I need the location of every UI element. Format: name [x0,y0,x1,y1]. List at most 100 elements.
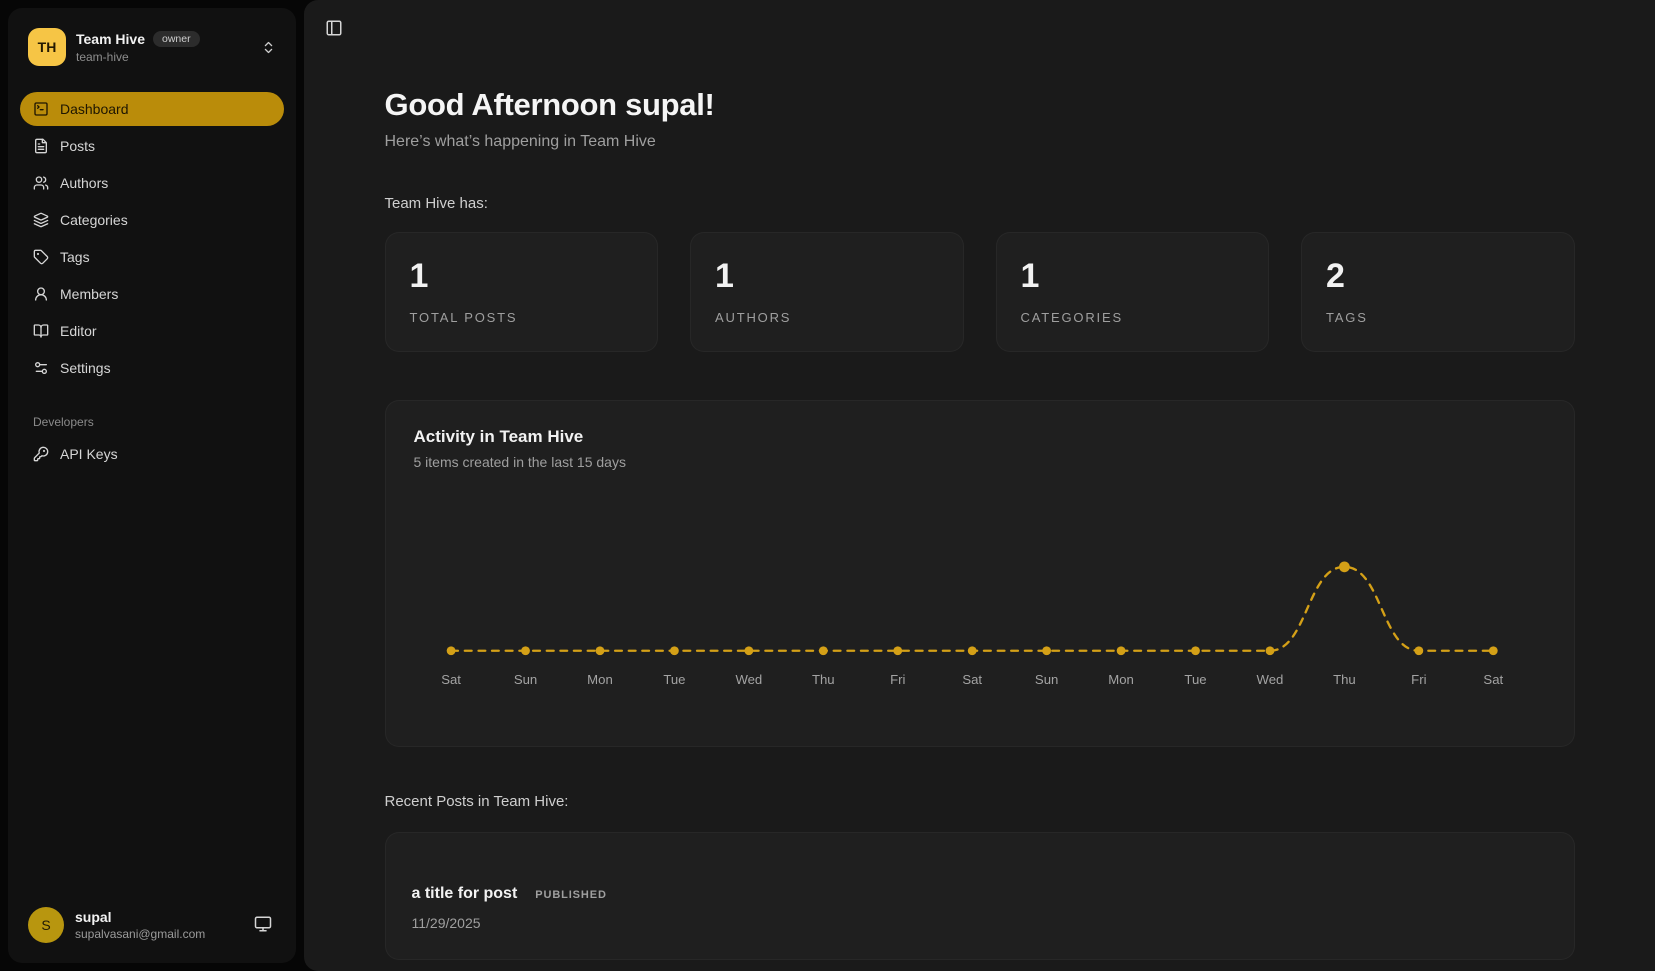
sidebar-item-label: API Keys [60,446,118,462]
chart-point [892,646,902,656]
user-avatar: S [28,907,64,943]
x-axis-label: Fri [1411,672,1426,687]
book-open-icon [33,323,49,339]
chart-point [1413,646,1423,656]
x-axis-label: Sat [441,672,461,687]
owner-badge: owner [153,30,200,47]
activity-card: Activity in Team Hive 5 items created in… [384,400,1575,747]
team-name: Team Hive [76,30,145,47]
tag-icon [33,249,49,265]
post-card[interactable]: a title for post PUBLISHED 11/29/2025 [384,832,1575,960]
team-switcher[interactable]: TH Team Hive owner team-hive [20,20,284,74]
topbar [304,0,1655,45]
page-title: Good Afternoon supal! [384,87,715,122]
file-text-icon [33,138,49,154]
team-avatar: TH [28,28,66,66]
chart-point [1041,646,1051,656]
user-email: supalvasani@gmail.com [75,927,206,941]
chart-point [743,646,753,656]
square-terminal-icon [33,101,49,117]
chart-point [446,646,455,656]
sidebar-item-label: Settings [60,360,111,376]
sidebar-item-editor[interactable]: Editor [20,314,284,348]
sliders-icon [33,360,49,376]
stat-card: 1 AUTHORS [690,232,964,352]
sidebar-item-label: Dashboard [60,101,129,117]
x-axis-label: Mon [587,672,613,687]
stat-value: 1 [715,257,734,295]
x-axis-label: Mon [1108,672,1134,687]
sidebar-item-label: Editor [60,323,97,339]
sidebar-toggle-button[interactable] [320,14,348,45]
stats-intro: Team Hive has: [384,195,488,212]
stat-label: TOTAL POSTS [409,310,518,325]
stat-value: 1 [1020,257,1040,295]
post-status-badge: PUBLISHED [535,889,607,901]
chart-point [669,646,679,656]
sidebar-item-label: Posts [60,138,96,154]
recent-posts-list: a title for post PUBLISHED 11/29/2025 [384,832,1575,960]
sidebar-item-api-keys[interactable]: API Keys [20,437,284,471]
sidebar-item-authors[interactable]: Authors [20,166,284,200]
users-icon [33,175,49,191]
user-round-icon [33,286,49,302]
post-title: a title for post [411,885,518,902]
stat-label: AUTHORS [715,310,792,325]
sidebar-item-label: Members [60,286,119,302]
page-subtitle: Here’s what’s happening in Team Hive [384,133,656,150]
stat-value: 1 [409,257,429,295]
post-date: 11/29/2025 [411,915,481,931]
sidebar-item-settings[interactable]: Settings [20,351,284,385]
chart-point [1116,646,1125,656]
x-axis-label: Fri [890,672,905,687]
sidebar-item-dashboard[interactable]: Dashboard [20,92,284,126]
activity-subtitle: 5 items created in the last 15 days [413,454,626,470]
sidebar: TH Team Hive owner team-hive Dashboard Po… [8,8,296,963]
chevrons-up-down-icon [261,40,276,55]
x-axis-label: Thu [1333,672,1356,687]
recent-posts-heading: Recent Posts in Team Hive: [384,793,569,810]
activity-chart: Sat Sun Mon Tue Wed Thu Fri Sat Sun Mon Tue Wed Thu F… [414,484,1546,716]
sidebar-item-tags[interactable]: Tags [20,240,284,274]
sidebar-item-posts[interactable]: Posts [20,129,284,163]
sidebar-dev-nav: API Keys [20,437,284,471]
team-slug: team-hive [76,49,129,64]
chart-point [1265,646,1274,656]
x-axis-label: Sun [513,672,536,687]
team-meta: Team Hive owner team-hive [76,30,251,64]
chart-point [595,646,604,656]
stat-label: CATEGORIES [1020,310,1123,325]
activity-line-chart: Sat Sun Mon Tue Wed Thu Fri Sat Sun Mon Tue Wed Thu F… [441,561,1503,687]
user-meta: supal supalvasani@gmail.com [75,909,239,941]
x-axis-label: Wed [1256,672,1283,687]
dashboard-container: Good Afternoon supal! Here’s what’s happ… [384,45,1575,960]
layers-icon [33,212,49,228]
chart-point [520,646,530,656]
stats-grid: 1 TOTAL POSTS 1 AUTHORS 1 CATEGORIES 2 TAGS [384,232,1575,352]
x-axis-label: Tue [1184,672,1206,687]
sidebar-item-label: Authors [60,175,109,191]
user-name: supal [75,909,112,925]
monitor-icon [254,915,272,933]
activity-title: Activity in Team Hive [413,427,584,446]
user-menu[interactable]: S supal supalvasani@gmail.com [20,899,284,951]
theme-toggle-button[interactable] [250,911,276,940]
sidebar-nav: Dashboard Posts Authors Categories Tags Membe… [20,92,284,385]
stat-label: TAGS [1326,310,1368,325]
sidebar-item-categories[interactable]: Categories [20,203,284,237]
x-axis-label: Sat [962,672,982,687]
main-content: Good Afternoon supal! Here’s what’s happ… [304,0,1655,971]
sidebar-item-label: Categories [60,212,128,228]
chart-point [967,646,977,656]
sidebar-section-label: Developers [33,415,94,429]
sidebar-item-members[interactable]: Members [20,277,284,311]
x-axis-label: Sun [1034,672,1057,687]
stat-card: 1 CATEGORIES [995,232,1269,352]
chart-point [1338,561,1350,573]
sidebar-item-label: Tags [60,249,90,265]
key-icon [33,446,49,462]
chart-point [1488,646,1498,656]
x-axis-label: Sat [1483,672,1503,687]
x-axis-label: Tue [663,672,685,687]
stat-card: 1 TOTAL POSTS [384,232,658,352]
